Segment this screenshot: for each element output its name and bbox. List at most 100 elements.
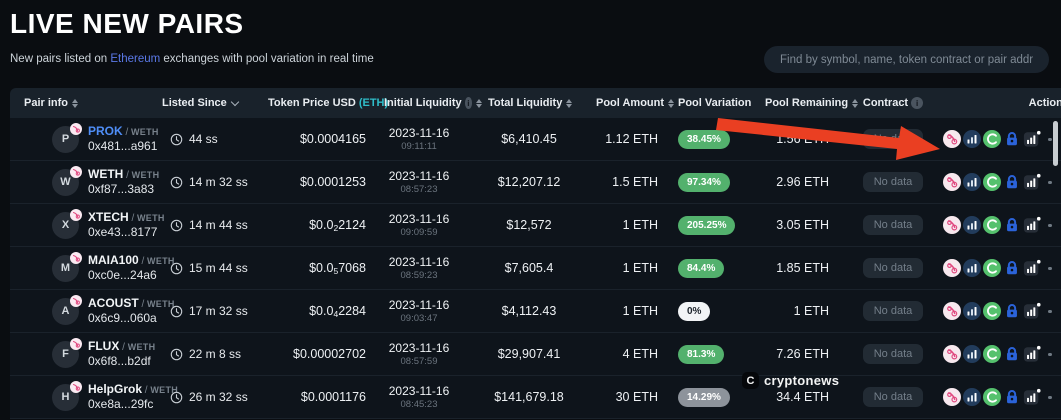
table-row[interactable]: A ACOUST / WETH 0x6c9...060a 17 m 32 ss <box>10 290 1061 333</box>
pair-name[interactable]: MAIA100 <box>88 253 139 267</box>
dextools-icon <box>963 388 981 406</box>
lock-action[interactable] <box>1003 388 1021 406</box>
actions-cell <box>941 161 1061 203</box>
subtitle-suffix: exchanges with pool variation in real ti… <box>160 53 374 65</box>
pair-name[interactable]: HelpGrok <box>88 382 142 396</box>
pair-address[interactable]: 0xe43...8177 <box>88 225 165 240</box>
pair-address[interactable]: 0x481...a961 <box>88 139 159 154</box>
scrollbar-thumb[interactable] <box>1053 121 1058 166</box>
search-input[interactable] <box>764 46 1049 73</box>
lock-action[interactable] <box>1003 259 1021 277</box>
contract-cell: No data <box>845 290 941 332</box>
dextools-action[interactable] <box>963 259 981 277</box>
column-header-total-liquidity[interactable]: Total Liquidity <box>482 88 590 118</box>
table-row[interactable]: F FLUX / WETH 0x6f8...b2df 22 m 8 ss <box>10 333 1061 376</box>
initial-liquidity-cell: 2023-11-16 08:57:59 <box>378 333 482 375</box>
etherscan-icon <box>983 216 1001 234</box>
uniswap-action[interactable] <box>943 388 961 406</box>
table-row[interactable]: M MAIA100 / WETH 0xc0e...24a6 15 m 44 ss <box>10 247 1061 290</box>
uniswap-icon <box>943 173 961 191</box>
chart-action[interactable] <box>1023 302 1041 320</box>
pair-name[interactable]: FLUX <box>88 339 119 353</box>
table-row[interactable]: P PROK / WETH 0x481...a961 44 ss <box>10 118 1061 161</box>
etherscan-action[interactable] <box>983 216 1001 234</box>
column-header-pool-amount[interactable]: Pool Amount <box>590 88 672 118</box>
etherscan-action[interactable] <box>983 345 1001 363</box>
pair-address[interactable]: 0xf87...3a83 <box>88 182 159 197</box>
column-header-pool-variation[interactable]: Pool Variation <box>672 88 755 118</box>
column-header-token-price-usd[interactable]: Token Price USD (ETH) <box>262 88 378 118</box>
listed-since-value: 14 m 44 ss <box>189 218 248 232</box>
etherscan-action[interactable] <box>983 173 1001 191</box>
lock-action[interactable] <box>1003 302 1021 320</box>
token-price-cell: $0.00002702 <box>262 333 378 375</box>
etherscan-action[interactable] <box>983 302 1001 320</box>
dextools-action[interactable] <box>963 388 981 406</box>
lock-action[interactable] <box>1003 216 1021 234</box>
uniswap-action[interactable] <box>943 130 961 148</box>
pool-variation-badge: 38.45% <box>678 130 730 149</box>
contract-cell: No data <box>845 376 941 418</box>
dextools-action[interactable] <box>963 302 981 320</box>
info-icon[interactable] <box>911 97 923 109</box>
column-header-initial-liquidity[interactable]: Initial Liquidity <box>378 88 482 118</box>
column-header-label: Token Price USD <box>268 97 356 109</box>
table-row[interactable]: W WETH / WETH 0xf87...3a83 14 m 32 ss <box>10 161 1061 204</box>
lock-action[interactable] <box>1003 130 1021 148</box>
chart-action[interactable] <box>1023 216 1041 234</box>
chart-action[interactable] <box>1023 130 1041 148</box>
avatar: W <box>52 169 79 196</box>
initial-liquidity-time: 08:57:23 <box>401 184 438 195</box>
etherscan-action[interactable] <box>983 259 1001 277</box>
pair-name[interactable]: ACOUST <box>88 296 139 310</box>
uniswap-action[interactable] <box>943 216 961 234</box>
pool-remaining-value: 1 ETH <box>794 304 829 318</box>
uniswap-action[interactable] <box>943 173 961 191</box>
chart-action[interactable] <box>1023 388 1041 406</box>
lock-action[interactable] <box>1003 345 1021 363</box>
dextools-action[interactable] <box>963 130 981 148</box>
pool-amount-value: 30 ETH <box>616 390 658 404</box>
etherscan-icon <box>983 173 1001 191</box>
chart-action[interactable] <box>1023 173 1041 191</box>
pair-info-cell: A ACOUST / WETH 0x6c9...060a <box>10 290 160 332</box>
clock-icon <box>170 262 183 275</box>
pair-address[interactable]: 0x6f8...b2df <box>88 354 155 369</box>
table-row[interactable]: X XTECH / WETH 0xe43...8177 14 m 44 ss <box>10 204 1061 247</box>
clock-icon <box>170 176 183 189</box>
uniswap-action[interactable] <box>943 302 961 320</box>
pair-name[interactable]: XTECH <box>88 210 129 224</box>
column-header-pool-remaining[interactable]: Pool Remaining <box>755 88 845 118</box>
avatar-letter: P <box>62 133 69 145</box>
pool-variation-cell: 97.34% <box>672 161 755 203</box>
ethereum-link[interactable]: Ethereum <box>110 53 160 65</box>
uniswap-icon <box>943 345 961 363</box>
pool-variation-cell: 38.45% <box>672 118 755 160</box>
etherscan-action[interactable] <box>983 130 1001 148</box>
chart-action[interactable] <box>1023 259 1041 277</box>
column-header-label: Actions <box>1029 97 1061 109</box>
chart-action[interactable] <box>1023 345 1041 363</box>
initial-liquidity-time: 08:45:23 <box>401 399 438 410</box>
dextools-action[interactable] <box>963 345 981 363</box>
chart-icon <box>1023 388 1041 406</box>
etherscan-action[interactable] <box>983 388 1001 406</box>
lock-action[interactable] <box>1003 173 1021 191</box>
column-header-pair-info[interactable]: Pair info <box>10 88 160 118</box>
info-icon[interactable] <box>465 97 472 109</box>
column-header-actions[interactable]: Actions <box>941 88 1061 118</box>
column-header-contract[interactable]: Contract <box>845 88 941 118</box>
pair-name[interactable]: WETH <box>88 167 123 181</box>
column-header-listed-since[interactable]: Listed Since <box>160 88 262 118</box>
dextools-action[interactable] <box>963 173 981 191</box>
token-price-cell: $0.0001176 <box>262 376 378 418</box>
actions-cell <box>941 247 1061 289</box>
table-row[interactable]: H HelpGrok / WETH 0xe8a...29fc 26 m 32 s… <box>10 376 1061 419</box>
row-overflow-dot <box>1048 224 1052 227</box>
pool-variation-cell: 205.25% <box>672 204 755 246</box>
pair-name[interactable]: PROK <box>88 124 123 138</box>
initial-liquidity-date: 2023-11-16 <box>389 169 450 183</box>
dextools-action[interactable] <box>963 216 981 234</box>
uniswap-action[interactable] <box>943 259 961 277</box>
uniswap-action[interactable] <box>943 345 961 363</box>
